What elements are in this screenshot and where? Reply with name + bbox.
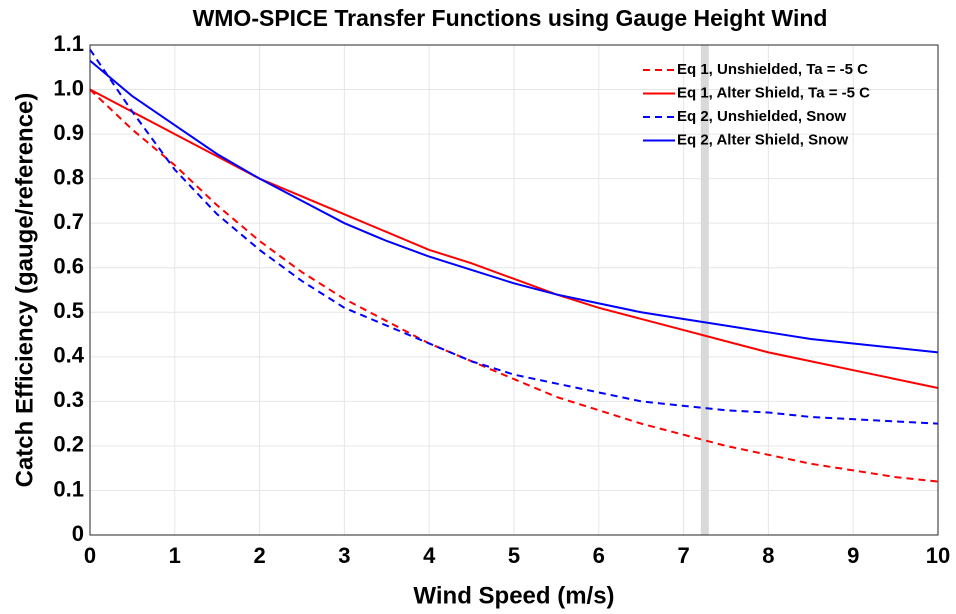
x-tick-label: 0 [84, 543, 96, 568]
y-tick-label: 0.7 [53, 209, 84, 234]
x-tick-label: 5 [508, 543, 520, 568]
y-tick-label: 0.6 [53, 254, 84, 279]
y-tick-label: 0.3 [53, 387, 84, 412]
x-axis-label: Wind Speed (m/s) [413, 582, 614, 609]
legend-label: Eq 2, Alter Shield, Snow [677, 131, 848, 148]
legend-label: Eq 2, Unshielded, Snow [677, 108, 847, 125]
chart-title: WMO-SPICE Transfer Functions using Gauge… [193, 5, 828, 31]
x-tick-label: 3 [338, 543, 350, 568]
series-line [89, 59, 939, 354]
y-tick-label: 0.8 [53, 164, 84, 189]
y-tick-label: 1.0 [53, 75, 84, 100]
y-tick-label: 0.5 [53, 298, 84, 323]
x-tick-label: 9 [847, 543, 859, 568]
y-tick-label: 1.1 [53, 31, 84, 56]
y-axis-label: Catch Efficiency (gauge/reference) [11, 93, 38, 488]
plot-frame [89, 44, 939, 536]
y-tick-label: 0.4 [53, 343, 84, 368]
x-tick-label: 4 [423, 543, 436, 568]
y-tick-label: 0 [72, 521, 84, 546]
y-tick-label: 0.2 [53, 432, 84, 457]
x-tick-label: 10 [926, 543, 950, 568]
series-line [89, 88, 939, 389]
legend-label: Eq 1, Alter Shield, Ta = -5 C [677, 84, 870, 101]
legend-label: Eq 1, Unshielded, Ta = -5 C [677, 61, 868, 78]
y-tick-label: 0.9 [53, 120, 84, 145]
x-tick-label: 6 [593, 543, 605, 568]
x-tick-label: 8 [762, 543, 774, 568]
y-tick-label: 0.1 [53, 476, 84, 501]
x-tick-label: 2 [253, 543, 265, 568]
series-line [89, 88, 939, 483]
x-tick-label: 7 [677, 543, 689, 568]
x-tick-label: 1 [169, 543, 181, 568]
